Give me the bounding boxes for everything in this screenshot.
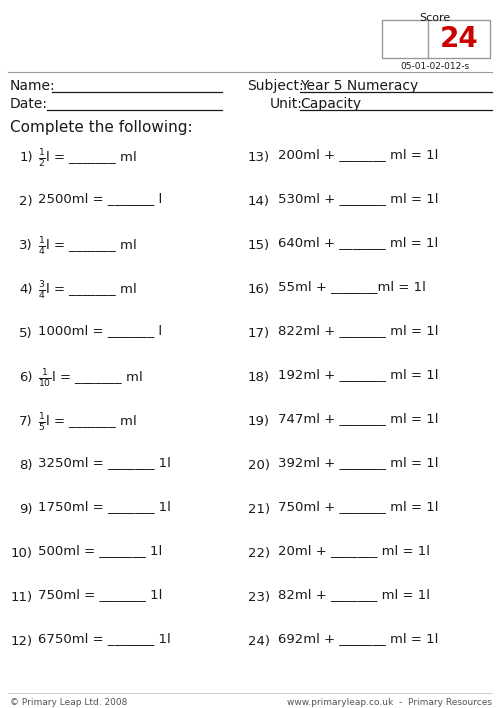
Text: $\frac{1}{5}$l = _______ ml: $\frac{1}{5}$l = _______ ml — [38, 412, 137, 434]
Text: Score: Score — [420, 13, 450, 23]
Text: 200ml + _______ ml = 1l: 200ml + _______ ml = 1l — [278, 148, 438, 161]
Text: 14): 14) — [248, 195, 270, 208]
Text: 16): 16) — [248, 283, 270, 296]
Text: Date:: Date: — [10, 97, 48, 111]
Text: 22): 22) — [248, 547, 270, 560]
Text: 11): 11) — [11, 591, 33, 604]
Text: Complete the following:: Complete the following: — [10, 120, 192, 135]
Text: www.primaryleap.co.uk  -  Primary Resources: www.primaryleap.co.uk - Primary Resource… — [287, 698, 492, 707]
Text: Capacity: Capacity — [300, 97, 361, 111]
Text: 2500ml = _______ l: 2500ml = _______ l — [38, 192, 162, 205]
Text: 6750ml = _______ 1l: 6750ml = _______ 1l — [38, 632, 171, 645]
Text: 18): 18) — [248, 371, 270, 384]
Text: 19): 19) — [248, 415, 270, 428]
Text: 530ml + _______ ml = 1l: 530ml + _______ ml = 1l — [278, 192, 438, 205]
Text: 750ml = _______ 1l: 750ml = _______ 1l — [38, 588, 162, 601]
Text: 1750ml = _______ 1l: 1750ml = _______ 1l — [38, 500, 171, 513]
Text: Subject:: Subject: — [247, 79, 304, 93]
Text: 392ml + _______ ml = 1l: 392ml + _______ ml = 1l — [278, 456, 438, 469]
Text: 1): 1) — [20, 151, 33, 164]
Text: 13): 13) — [248, 151, 270, 164]
Text: Unit:: Unit: — [270, 97, 303, 111]
Bar — [382, 20, 490, 58]
Text: 8): 8) — [20, 459, 33, 472]
Text: 12): 12) — [11, 635, 33, 648]
Text: 640ml + _______ ml = 1l: 640ml + _______ ml = 1l — [278, 236, 438, 249]
Text: 692ml + _______ ml = 1l: 692ml + _______ ml = 1l — [278, 632, 438, 645]
Text: 6): 6) — [20, 371, 33, 384]
Text: 24: 24 — [440, 25, 478, 53]
Text: Year 5 Numeracy: Year 5 Numeracy — [300, 79, 418, 93]
Text: 822ml + _______ ml = 1l: 822ml + _______ ml = 1l — [278, 324, 438, 337]
Text: 24): 24) — [248, 635, 270, 648]
Text: 7): 7) — [20, 415, 33, 428]
Text: 500ml = _______ 1l: 500ml = _______ 1l — [38, 544, 162, 557]
Text: 17): 17) — [248, 327, 270, 340]
Text: 20ml + _______ ml = 1l: 20ml + _______ ml = 1l — [278, 544, 430, 557]
Text: 4): 4) — [20, 283, 33, 296]
Text: 750ml + _______ ml = 1l: 750ml + _______ ml = 1l — [278, 500, 438, 513]
Text: © Primary Leap Ltd. 2008: © Primary Leap Ltd. 2008 — [10, 698, 128, 707]
Text: 55ml + _______ml = 1l: 55ml + _______ml = 1l — [278, 280, 426, 293]
Text: 10): 10) — [11, 547, 33, 560]
Text: 20): 20) — [248, 459, 270, 472]
Text: 1000ml = _______ l: 1000ml = _______ l — [38, 324, 162, 337]
Text: 9): 9) — [20, 503, 33, 516]
Text: 23): 23) — [248, 591, 270, 604]
Text: 192ml + _______ ml = 1l: 192ml + _______ ml = 1l — [278, 368, 438, 381]
Text: 5): 5) — [20, 327, 33, 340]
Text: 747ml + _______ ml = 1l: 747ml + _______ ml = 1l — [278, 412, 438, 425]
Text: $\frac{3}{4}$l = _______ ml: $\frac{3}{4}$l = _______ ml — [38, 280, 137, 302]
Text: $\frac{1}{2}$l = _______ ml: $\frac{1}{2}$l = _______ ml — [38, 148, 137, 170]
Text: $\frac{1}{4}$l = _______ ml: $\frac{1}{4}$l = _______ ml — [38, 236, 137, 258]
Text: 3250ml = _______ 1l: 3250ml = _______ 1l — [38, 456, 171, 469]
Text: 3): 3) — [20, 239, 33, 252]
Text: $\frac{1}{10}$l = _______ ml: $\frac{1}{10}$l = _______ ml — [38, 368, 142, 390]
Text: 21): 21) — [248, 503, 270, 516]
Text: 2): 2) — [20, 195, 33, 208]
Text: 15): 15) — [248, 239, 270, 252]
Text: 05-01-02-012-s: 05-01-02-012-s — [400, 62, 469, 71]
Text: Name:: Name: — [10, 79, 56, 93]
Text: 82ml + _______ ml = 1l: 82ml + _______ ml = 1l — [278, 588, 430, 601]
